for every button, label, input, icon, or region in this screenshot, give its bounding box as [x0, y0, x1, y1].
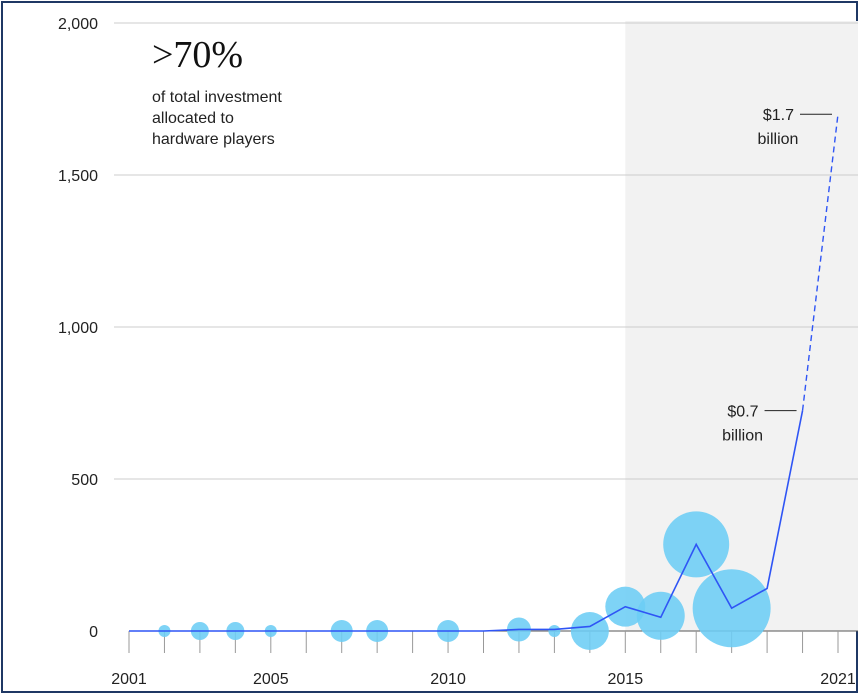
series-line-solid [129, 410, 804, 632]
annotation-value: $1.7 [763, 107, 794, 124]
x-tick-label: 2015 [608, 671, 644, 688]
annotation-unit: billion [722, 428, 763, 445]
bubble [570, 612, 609, 650]
headline-text: of total investment allocated to hardwar… [152, 87, 372, 150]
headline-line-3: hardware players [152, 131, 275, 148]
y-tick-label: 1,500 [58, 168, 98, 185]
headline-value: >70% [152, 34, 244, 76]
x-tick-label: 2010 [430, 671, 466, 688]
x-tick-label: 2001 [111, 671, 147, 688]
bubble [548, 625, 561, 637]
headline-line-1: of total investment [152, 89, 282, 106]
annotation-unit: billion [758, 131, 799, 148]
annotations: $1.7 billion $0.7 billion [722, 107, 832, 445]
annotation-value: $0.7 [727, 404, 758, 421]
gridlines [114, 22, 858, 480]
y-tick-label: 1,000 [58, 320, 98, 337]
headline-line-2: allocated to [152, 110, 234, 127]
x-tick-label: 2021 [820, 671, 856, 688]
y-tick-label: 0 [89, 624, 98, 641]
y-tick-label: 500 [71, 472, 98, 489]
x-tick-label: 2005 [253, 671, 289, 688]
series-line [129, 114, 839, 632]
y-tick-label: 2,000 [58, 16, 98, 33]
y-axis-ticks: 2,000 1,500 1,000 500 0 [58, 16, 98, 641]
shaded-period [625, 21, 858, 631]
